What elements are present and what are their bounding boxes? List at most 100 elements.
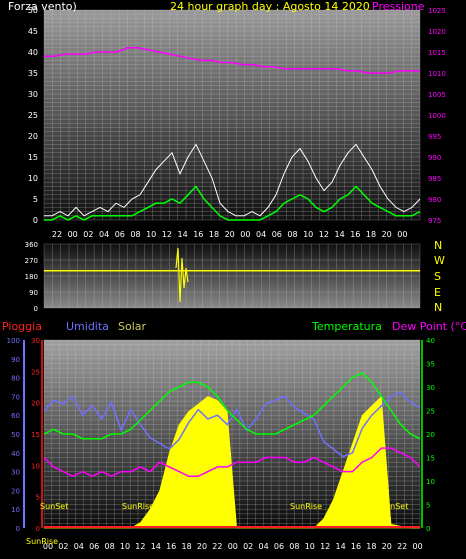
rain-ytick-0: 0 [36, 525, 40, 533]
pressure-line [44, 47, 420, 74]
rain-xtick-23: 22 [397, 542, 407, 551]
wind-xtick-16: 10 [303, 230, 313, 239]
wind-xtick-17: 12 [319, 230, 329, 239]
temp-ytick-7: 35 [426, 361, 435, 369]
rain-xtick-15: 06 [274, 542, 284, 551]
wind-xtick-14: 06 [272, 230, 282, 239]
humidity-line [43, 391, 421, 458]
wind-xtick-18: 14 [335, 230, 345, 239]
rain-ytick-3: 15 [31, 431, 40, 439]
pressure-ytick-2: 985 [428, 175, 441, 183]
wind-ytick-7: 35 [28, 69, 38, 78]
sunrise-label-1: SunRise [122, 502, 155, 511]
wind-xtick-0: 22 [52, 230, 62, 239]
compass-s: S [434, 270, 441, 283]
rain-xtick-4: 08 [105, 542, 115, 551]
humidity-ytick-6: 60 [11, 412, 20, 420]
wind-xtick-11: 20 [225, 230, 235, 239]
pressure-axis-label: Pressione [372, 0, 425, 13]
humidity-ytick-1: 10 [11, 506, 20, 514]
rain-xtick-20: 16 [351, 542, 361, 551]
legend-humidity: Umidita [66, 320, 109, 333]
rain-xtick-10: 20 [197, 542, 207, 551]
compass-w: W [434, 254, 445, 267]
pressure-ytick-8: 1015 [428, 49, 446, 57]
wind-xtick-4: 06 [115, 230, 125, 239]
wind-xtick-19: 16 [350, 230, 360, 239]
humidity-ytick-7: 70 [11, 393, 20, 401]
compass-n-bottom: N [434, 301, 443, 314]
legend-rain: Pioggia [2, 320, 42, 333]
humidity-ytick-8: 80 [11, 375, 20, 383]
pressure-ytick-4: 995 [428, 133, 441, 141]
rain-xtick-11: 22 [212, 542, 222, 551]
compass-n-top: N [434, 239, 443, 252]
wind-xtick-3: 04 [99, 230, 109, 239]
legend-solar: Solar [118, 320, 147, 333]
wind-xtick-2: 02 [83, 230, 93, 239]
temp-ytick-3: 15 [426, 455, 435, 463]
pressure-ytick-5: 1000 [428, 112, 446, 120]
rain-xtick-17: 10 [305, 542, 315, 551]
rain-xtick-1: 02 [58, 542, 68, 551]
wind-gust-line [44, 143, 421, 217]
sunset-label-3: SunSet [380, 502, 409, 511]
humidity-ytick-4: 40 [11, 450, 20, 458]
dewpoint-line [43, 447, 421, 478]
humidity-ytick-10: 100 [7, 337, 20, 345]
wind-avg-line [44, 185, 421, 221]
rain-ytick-1: 5 [36, 494, 40, 502]
humidity-ytick-5: 50 [11, 431, 20, 439]
wind-xtick-13: 04 [256, 230, 266, 239]
wind-ytick-5: 25 [28, 111, 38, 120]
wind-ytick-1: 5 [33, 195, 38, 204]
wind-xtick-10: 18 [209, 230, 219, 239]
wind-xtick-15: 08 [287, 230, 297, 239]
rain-xtick-12: 00 [228, 542, 238, 551]
sunrise-label-2: SunRise [290, 502, 323, 511]
temperature-line [43, 371, 421, 440]
dir-ytick-3: 270 [25, 257, 38, 265]
wind-ytick-10: 50 [28, 6, 38, 15]
pressure-ytick-1: 980 [428, 196, 441, 204]
wind-xtick-21: 20 [382, 230, 392, 239]
temp-ytick-8: 40 [426, 337, 435, 345]
sunrise-label-bottom: SunRise [26, 537, 59, 546]
temp-ytick-6: 30 [426, 384, 435, 392]
wind-ytick-6: 30 [28, 90, 38, 99]
pressure-ytick-6: 1005 [428, 91, 446, 99]
wind-axis-label: Forza vento) [8, 0, 77, 13]
wind-xtick-9: 16 [193, 230, 203, 239]
wind-xtick-20: 18 [366, 230, 376, 239]
rain-ytick-5: 25 [31, 368, 40, 376]
wind-ytick-3: 15 [28, 153, 38, 162]
sunset-label-1: SunSet [40, 502, 69, 511]
temp-ytick-4: 20 [426, 431, 435, 439]
temp-ytick-5: 25 [426, 408, 435, 416]
wind-ytick-0: 0 [33, 216, 38, 225]
wind-xtick-1: 00 [68, 230, 78, 239]
pressure-ytick-10: 1025 [428, 7, 446, 15]
rain-xtick-18: 12 [320, 542, 330, 551]
wind-ytick-2: 10 [28, 174, 38, 183]
pressure-ytick-9: 1020 [428, 28, 446, 36]
dir-ytick-2: 180 [25, 273, 38, 281]
pressure-ytick-3: 990 [428, 154, 441, 162]
rain-xtick-6: 12 [135, 542, 145, 551]
rain-xtick-8: 16 [166, 542, 176, 551]
dir-ytick-1: 90 [29, 289, 38, 297]
wind-xtick-12: 00 [240, 230, 250, 239]
rain-xtick-2: 04 [74, 542, 84, 551]
wind-xtick-6: 10 [146, 230, 156, 239]
rain-ytick-6: 30 [31, 337, 40, 345]
rain-xtick-3: 06 [89, 542, 99, 551]
rain-xtick-5: 10 [120, 542, 130, 551]
rain-xtick-21: 18 [366, 542, 376, 551]
wind-xtick-22: 00 [397, 230, 407, 239]
sunset-label-2: SunSet [206, 515, 235, 524]
dir-ytick-4: 360 [25, 241, 38, 249]
rain-ytick-2: 10 [31, 462, 40, 470]
rain-xtick-24: 00 [413, 542, 423, 551]
